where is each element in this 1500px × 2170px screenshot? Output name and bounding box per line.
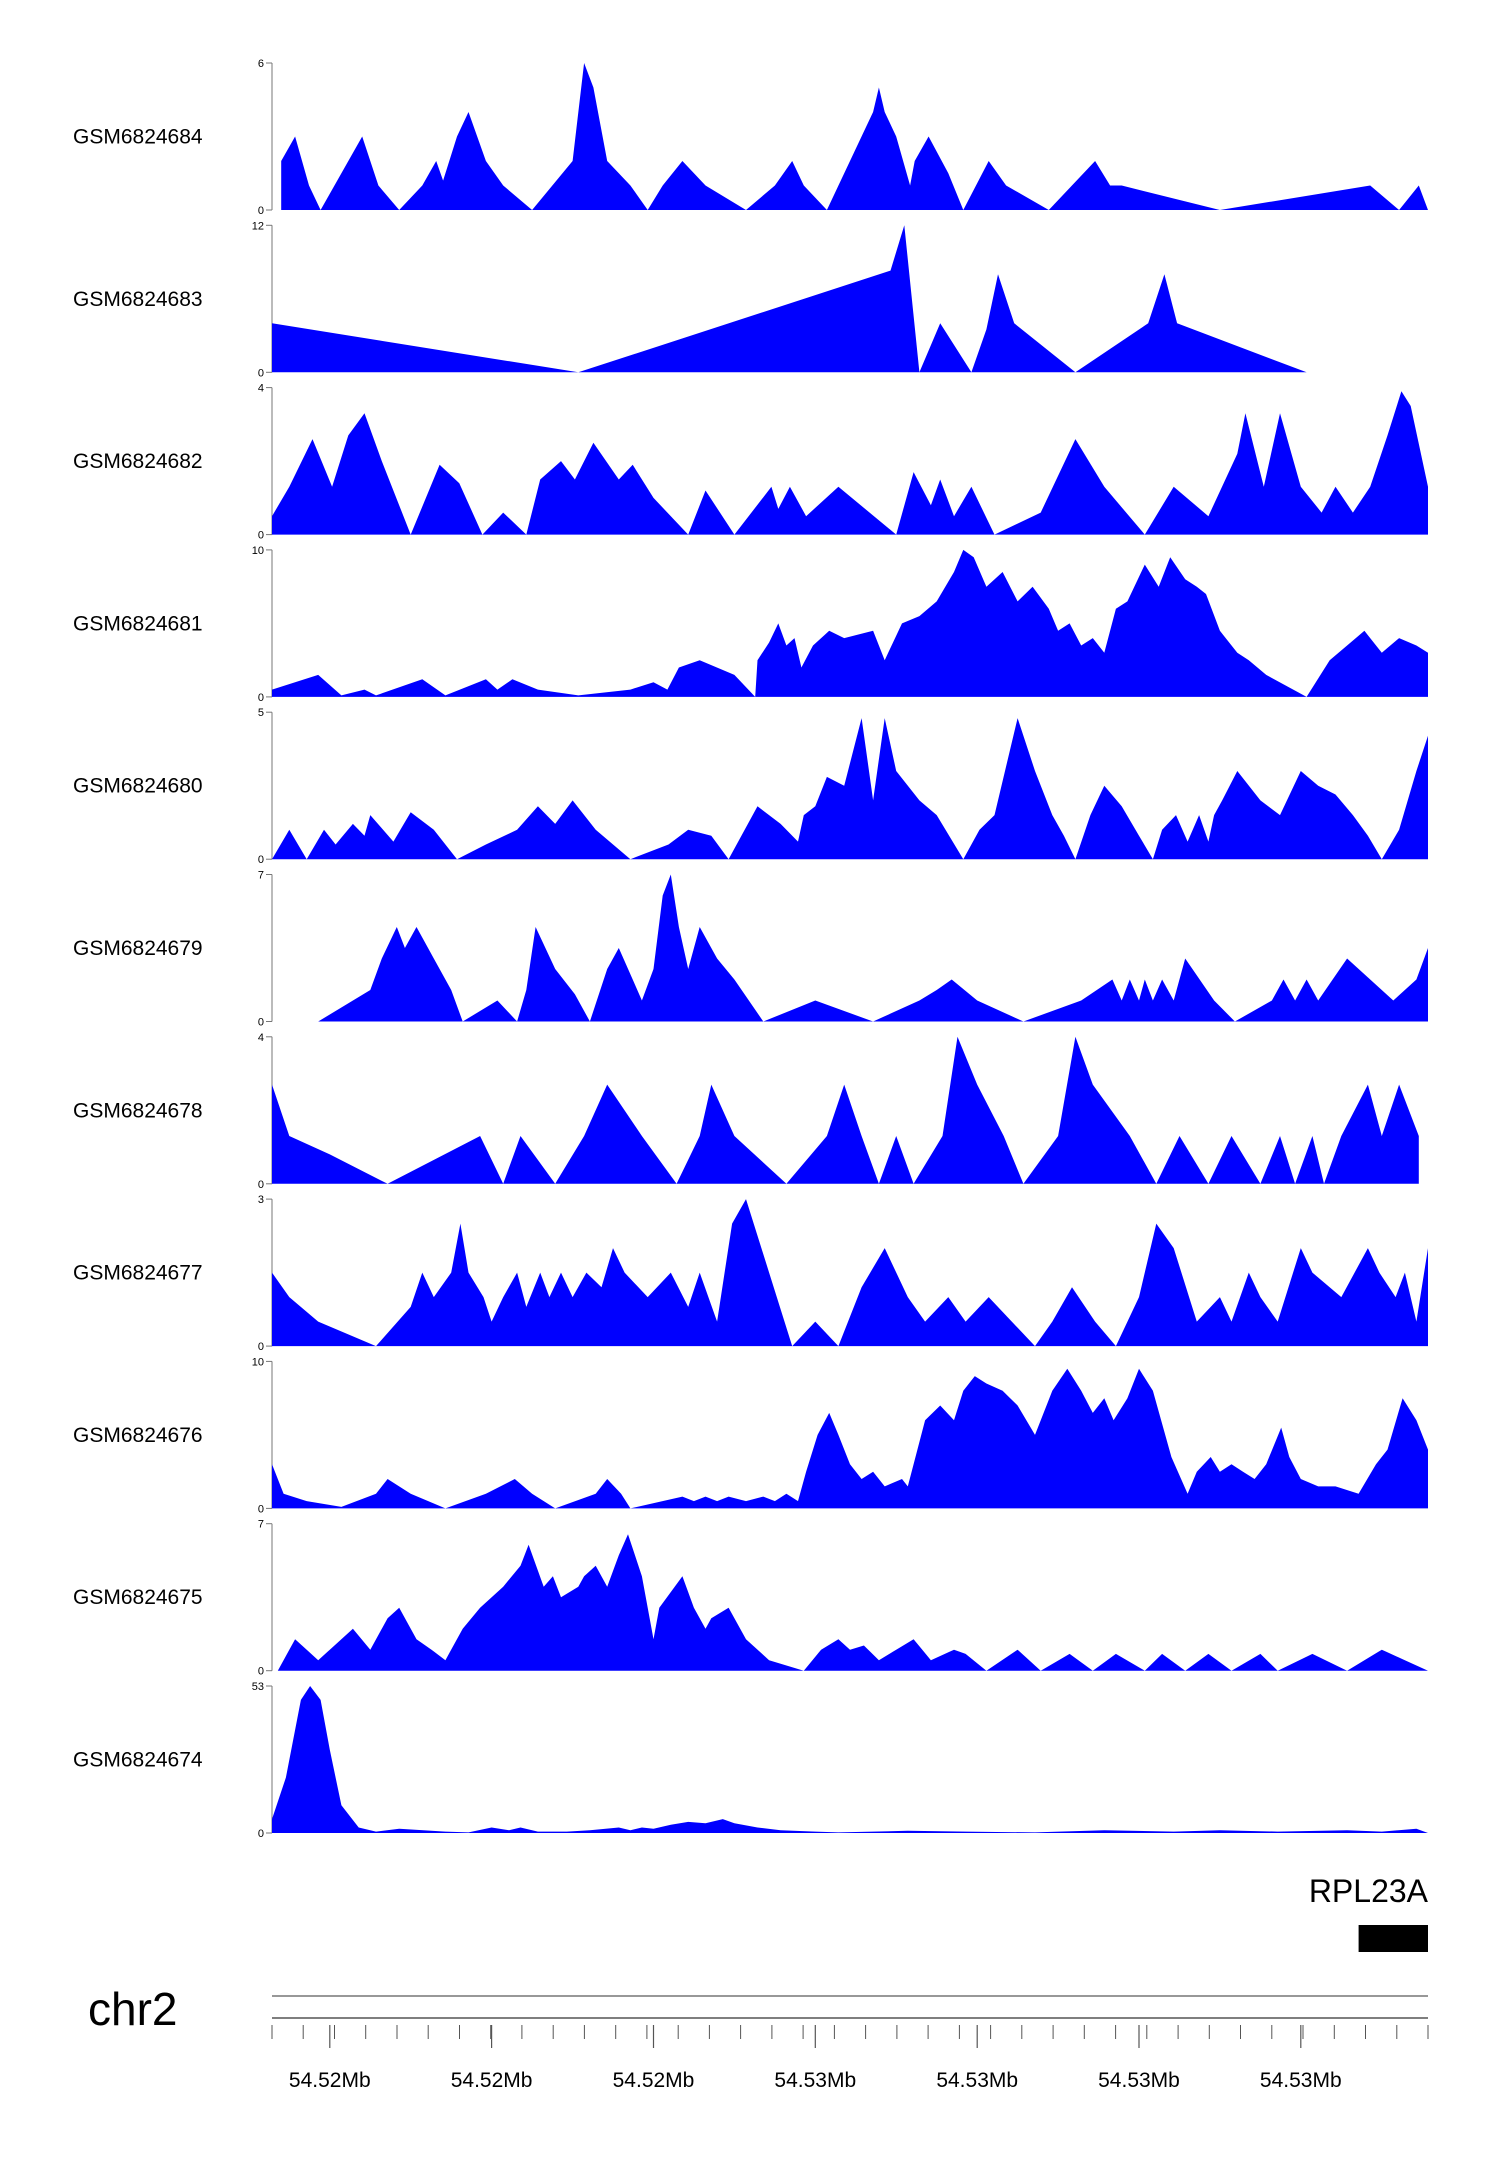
y-axis-min-label: 0 — [258, 1017, 264, 1029]
y-axis-min-label: 0 — [258, 1828, 264, 1840]
track-label: GSM6824674 — [73, 1749, 203, 1772]
y-axis-max-label: 7 — [258, 1519, 264, 1531]
genome-axis-track: chr2 54.52Mb 54.52Mb 54.52Mb 54.53Mb 54.53Mb… — [88, 1983, 1429, 2092]
coverage-area — [272, 718, 1428, 860]
track-y-axis: 12 0 — [252, 220, 273, 379]
track-gsm6824676: GSM6824676 10 0 — [73, 1356, 1428, 1515]
track-y-axis: 60 — [258, 58, 273, 217]
coverage-area — [272, 225, 1307, 373]
gene-feature-rpl23a — [1358, 1925, 1428, 1952]
y-axis-max-label: 12 — [252, 220, 264, 232]
y-axis-min-label: 0 — [258, 854, 264, 866]
track-y-axis: 10 0 — [252, 1356, 273, 1515]
y-axis-max-label: 10 — [252, 545, 264, 557]
axis-ticks: 54.52Mb 54.52Mb 54.52Mb 54.53Mb 54.53Mb 54.53… — [271, 2025, 1429, 2092]
track-label: GSM6824681 — [73, 612, 203, 635]
track-y-axis: 40 — [258, 383, 273, 542]
y-axis-max-label: 53 — [252, 1681, 264, 1693]
track-y-axis: 30 — [258, 1194, 273, 1353]
y-axis-min-label: 0 — [258, 1179, 264, 1191]
track-gsm6824674: GSM6824674 53 0 — [73, 1681, 1428, 1840]
coverage-area — [318, 874, 1429, 1022]
tick-label: 54.52Mb — [451, 2069, 533, 2092]
tick-label: 54.52Mb — [289, 2069, 371, 2092]
track-label: GSM6824682 — [73, 450, 203, 473]
y-axis-min-label: 0 — [258, 367, 264, 379]
track-y-axis: 50 — [258, 707, 273, 866]
tick-label: 54.53Mb — [936, 2069, 1018, 2092]
coverage-area — [272, 1368, 1428, 1509]
chromosome-label: chr2 — [88, 1983, 177, 2035]
track-gsm6824681: GSM6824681 10 0 — [73, 545, 1428, 704]
y-axis-max-label: 5 — [258, 707, 264, 719]
track-label: GSM6824683 — [73, 288, 203, 311]
y-axis-max-label: 3 — [258, 1194, 264, 1206]
tick-label: 54.53Mb — [1098, 2069, 1180, 2092]
y-axis-max-label: 4 — [258, 1032, 264, 1044]
track-y-axis: 10 0 — [252, 545, 273, 704]
tick-label: 54.52Mb — [613, 2069, 695, 2092]
coverage-tracks: GSM682468460GSM6824683120GSM682468240GSM… — [73, 58, 1429, 1840]
y-axis-max-label: 7 — [258, 870, 264, 882]
y-axis-min-label: 0 — [258, 530, 264, 542]
coverage-area — [277, 1534, 1428, 1671]
y-axis-min-label: 0 — [258, 692, 264, 704]
coverage-area — [272, 1199, 1428, 1347]
tick-label: 54.53Mb — [774, 2069, 856, 2092]
y-axis-min-label: 0 — [258, 1341, 264, 1353]
gene-annotation-track: RPL23A — [1309, 1873, 1429, 1952]
gene-label-rpl23a: RPL23A — [1309, 1873, 1429, 1909]
y-axis-max-label: 4 — [258, 383, 264, 395]
track-label: GSM6824678 — [73, 1099, 203, 1122]
y-axis-min-label: 0 — [258, 205, 264, 217]
y-axis-max-label: 6 — [258, 58, 264, 70]
coverage-area — [272, 1686, 1428, 1833]
coverage-area — [272, 1036, 1419, 1184]
track-label: GSM6824677 — [73, 1262, 203, 1285]
track-label: GSM6824684 — [73, 126, 203, 149]
track-label: GSM6824680 — [73, 775, 203, 798]
y-axis-min-label: 0 — [258, 1666, 264, 1678]
track-gsm6824683: GSM6824683 12 0 — [73, 220, 1307, 379]
track-label: GSM6824676 — [73, 1424, 203, 1447]
track-label: GSM6824675 — [73, 1586, 203, 1609]
track-y-axis: 70 — [258, 870, 273, 1029]
coverage-area — [281, 63, 1429, 210]
y-axis-max-label: 10 — [252, 1356, 264, 1368]
track-label: GSM6824679 — [73, 937, 203, 960]
tick-label: 54.53Mb — [1260, 2069, 1342, 2092]
coverage-area — [272, 549, 1428, 697]
track-y-axis: 40 — [258, 1032, 273, 1191]
track-y-axis: 53 0 — [252, 1681, 273, 1840]
track-y-axis: 70 — [258, 1519, 273, 1678]
coverage-area — [272, 391, 1428, 535]
y-axis-min-label: 0 — [258, 1503, 264, 1515]
